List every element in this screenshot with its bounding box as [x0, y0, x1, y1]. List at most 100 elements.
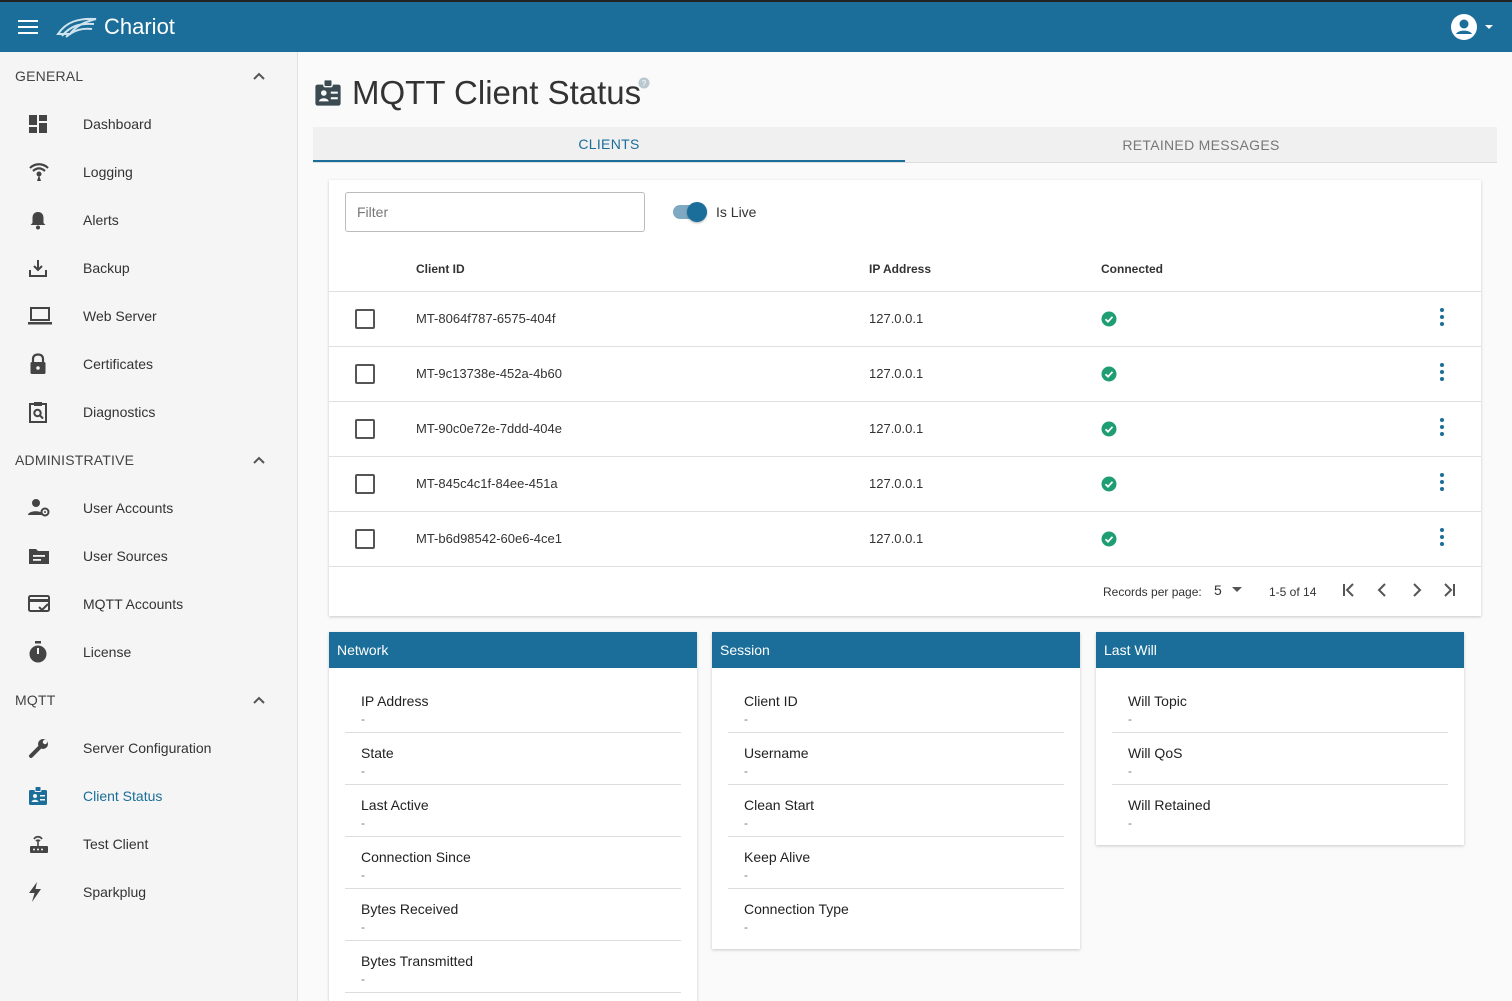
sidebar-item-user-sources[interactable]: User Sources [0, 532, 297, 580]
sidebar-item-label: License [83, 644, 132, 660]
tab-clients[interactable]: CLIENTS [313, 127, 905, 162]
sidebar-item-backup[interactable]: Backup [0, 244, 297, 292]
panel-title: Network [329, 632, 697, 668]
table-row[interactable]: MT-90c0e72e-7ddd-404e 127.0.0.1 [329, 402, 1481, 457]
bell-icon [0, 210, 83, 230]
client-id-cell: MT-9c13738e-452a-4b60 [416, 366, 562, 381]
check-circle-icon [1101, 531, 1117, 547]
sidebar-item-label: Client Status [83, 788, 163, 804]
sidebar-item-license[interactable]: License [0, 628, 297, 676]
more-vert-icon[interactable] [1440, 528, 1444, 546]
field-label: Connection Since [361, 849, 471, 865]
column-header-connected[interactable]: Connected [1101, 262, 1164, 276]
field-value: - [361, 920, 365, 934]
sidebar-item-mqtt-accounts[interactable]: MQTT Accounts [0, 580, 297, 628]
previous-page-icon[interactable] [1375, 582, 1391, 598]
field-value: - [361, 712, 365, 726]
lock-icon [0, 353, 83, 375]
sidebar-item-diagnostics[interactable]: Diagnostics [0, 388, 297, 436]
field-value: - [744, 920, 748, 934]
sidebar-item-label: Web Server [83, 308, 157, 324]
client-id-cell: MT-845c4c1f-84ee-451a [416, 476, 558, 491]
tab-retained-messages[interactable]: RETAINED MESSAGES [1122, 136, 1280, 153]
field-label: Bytes Received [361, 901, 459, 917]
first-page-icon[interactable] [1341, 582, 1357, 598]
sidebar-item-test-client[interactable]: Test Client [0, 820, 297, 868]
table-row[interactable]: MT-845c4c1f-84ee-451a 127.0.0.1 [329, 457, 1481, 512]
table-row[interactable]: MT-8064f787-6575-404f 127.0.0.1 [329, 292, 1481, 347]
field-label: IP Address [361, 693, 429, 709]
section-general-header[interactable]: GENERAL [0, 52, 297, 100]
sidebar-item-logging[interactable]: Logging [0, 148, 297, 196]
row-checkbox[interactable] [355, 419, 375, 439]
more-vert-icon[interactable] [1440, 363, 1444, 381]
check-circle-icon [1101, 311, 1117, 327]
row-checkbox[interactable] [355, 309, 375, 329]
ip-address-cell: 127.0.0.1 [869, 531, 924, 546]
caret-down-icon [1231, 587, 1242, 592]
section-title: GENERAL [15, 68, 84, 84]
account-menu[interactable] [1450, 13, 1494, 41]
field-ip-address: IP Address - [345, 681, 681, 733]
more-vert-icon[interactable] [1440, 418, 1444, 436]
is-live-toggle[interactable] [673, 202, 707, 222]
sidebar-item-sparkplug[interactable]: Sparkplug [0, 868, 297, 916]
table-row[interactable]: MT-b6d98542-60e6-4ce1 127.0.0.1 [329, 512, 1481, 567]
sidebar-item-alerts[interactable]: Alerts [0, 196, 297, 244]
check-circle-icon [1101, 366, 1117, 382]
more-vert-icon[interactable] [1440, 473, 1444, 491]
next-page-icon[interactable] [1408, 582, 1424, 598]
sidebar-item-label: Backup [83, 260, 130, 276]
sidebar-item-dashboard[interactable]: Dashboard [0, 100, 297, 148]
app-logo[interactable]: Chariot [56, 14, 175, 40]
chariot-logo-icon [56, 17, 97, 38]
last-page-icon[interactable] [1441, 582, 1457, 598]
chevron-up-icon [253, 696, 265, 704]
section-title: ADMINISTRATIVE [15, 452, 135, 468]
field-will-topic: Will Topic - [1112, 681, 1448, 733]
column-header-ip-address[interactable]: IP Address [869, 262, 932, 276]
sidebar-item-label: Server Configuration [83, 740, 212, 756]
row-checkbox[interactable] [355, 364, 375, 384]
field-label: Last Active [361, 797, 429, 813]
clients-card: Is Live Client ID IP Address Connected M… [329, 180, 1481, 616]
stopwatch-icon [0, 641, 83, 663]
sidebar-item-web-server[interactable]: Web Server [0, 292, 297, 340]
chevron-up-icon [253, 72, 265, 80]
sidebar-item-server-configuration[interactable]: Server Configuration [0, 724, 297, 772]
field-username: Username - [728, 733, 1064, 785]
client-id-cell: MT-b6d98542-60e6-4ce1 [416, 531, 562, 546]
sidebar-item-label: Sparkplug [83, 884, 147, 900]
row-checkbox[interactable] [355, 474, 375, 494]
field-label: State [361, 745, 394, 761]
last-will-panel: Last Will Will Topic - Will QoS - Will Ret… [1096, 632, 1464, 845]
help-icon[interactable]: ? [638, 77, 650, 89]
session-panel: Session Client ID - Username - Clean Start… [712, 632, 1080, 949]
svg-text:?: ? [642, 79, 647, 88]
filter-input[interactable] [345, 192, 645, 232]
check-circle-icon [1101, 476, 1117, 492]
more-vert-icon[interactable] [1440, 308, 1444, 326]
pagination: Records per page: 5 1-5 of 14 [329, 567, 1481, 616]
field-bytes-transmitted: Bytes Transmitted - [345, 941, 681, 993]
records-per-page-select[interactable]: 5 [1214, 582, 1242, 598]
section-administrative-header[interactable]: ADMINISTRATIVE [0, 436, 297, 484]
sidebar-item-user-accounts[interactable]: User Accounts [0, 484, 297, 532]
field-value: - [361, 816, 365, 830]
menu-icon[interactable] [0, 2, 56, 52]
folder-list-icon [0, 547, 83, 565]
field-label: Clean Start [744, 797, 815, 813]
sidebar-item-label: Alerts [83, 212, 119, 228]
column-header-client-id[interactable]: Client ID [416, 262, 465, 276]
field-bytes-received: Bytes Received - [345, 889, 681, 941]
row-checkbox[interactable] [355, 529, 375, 549]
section-mqtt-header[interactable]: MQTT [0, 676, 297, 724]
sidebar-item-certificates[interactable]: Certificates [0, 340, 297, 388]
ip-address-cell: 127.0.0.1 [869, 421, 924, 436]
field-connection-type: Connection Type - [728, 889, 1064, 941]
field-label: Will Retained [1128, 797, 1211, 813]
page-header: MQTT Client Status [314, 74, 641, 112]
sidebar-item-label: MQTT Accounts [83, 596, 184, 612]
table-row[interactable]: MT-9c13738e-452a-4b60 127.0.0.1 [329, 347, 1481, 402]
sidebar-item-client-status[interactable]: Client Status [0, 772, 297, 820]
